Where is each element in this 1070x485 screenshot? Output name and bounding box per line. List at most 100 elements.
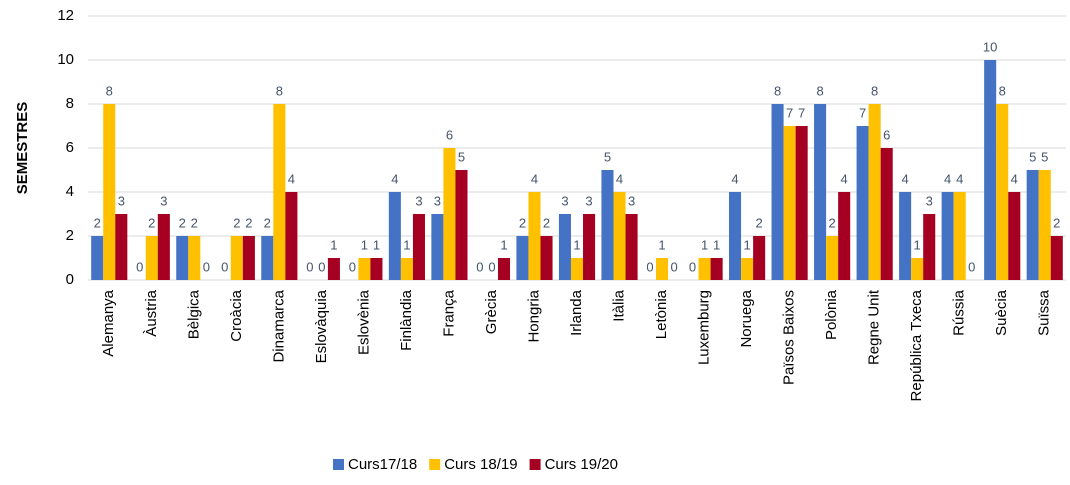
value-label: 1 [658, 237, 665, 252]
x-tick-label: Rússia [951, 289, 968, 336]
bar [911, 258, 924, 280]
value-label: 5 [458, 149, 465, 164]
legend-swatch [333, 459, 344, 470]
bar [729, 192, 742, 280]
value-label: 0 [689, 259, 696, 274]
bar [497, 258, 511, 280]
value-label: 0 [476, 259, 483, 274]
bar [528, 192, 541, 280]
y-tick-label: 8 [66, 95, 74, 112]
bar [868, 104, 881, 280]
value-label: 8 [276, 83, 283, 98]
bar [698, 258, 711, 280]
value-label: 1 [330, 237, 337, 252]
value-label: 3 [118, 193, 125, 208]
x-tick-label: Irlanda [568, 289, 585, 336]
value-label: 2 [245, 215, 252, 230]
x-tick-label: República Txeca [908, 289, 925, 401]
value-label: 3 [160, 193, 167, 208]
x-tick-label: Àustria [143, 289, 160, 336]
value-label: 1 [713, 237, 720, 252]
bar [984, 60, 997, 280]
x-tick-label: Països Baixos [781, 290, 798, 385]
value-label: 10 [983, 39, 997, 54]
bar [230, 236, 243, 280]
bar [1008, 192, 1021, 280]
x-tick-label: Polònia [823, 289, 840, 340]
bar [771, 104, 784, 280]
value-label: 0 [203, 259, 210, 274]
legend-swatch [429, 459, 441, 470]
x-tick-label: Noruega [738, 289, 755, 347]
value-label: 2 [543, 215, 550, 230]
value-label: 0 [646, 259, 653, 274]
legend-label: Curs17/18 [348, 456, 417, 473]
value-label: 0 [488, 259, 495, 274]
x-tick-label: Croàcia [228, 289, 245, 341]
bar [327, 258, 340, 280]
bar [558, 214, 571, 280]
bar [613, 192, 626, 280]
value-label: 2 [756, 215, 763, 230]
bar [412, 214, 425, 280]
bar [601, 170, 614, 280]
value-label: 1 [500, 237, 507, 252]
value-label: 1 [701, 237, 708, 252]
bar [741, 258, 754, 280]
bar [388, 192, 401, 280]
value-label: 4 [288, 171, 295, 186]
x-tick-label: Luxemburg [696, 290, 713, 365]
bar [188, 236, 201, 280]
bar [838, 192, 851, 280]
value-label: 6 [446, 127, 453, 142]
bar [1038, 170, 1051, 280]
bar [358, 258, 371, 280]
value-label: 1 [573, 237, 580, 252]
x-tick-label: Dinamarca [270, 289, 287, 362]
x-tick-label: França [440, 289, 457, 336]
value-label: 0 [306, 259, 313, 274]
y-tick-label: 2 [66, 227, 74, 244]
value-label: 2 [519, 215, 526, 230]
x-tick-label: Grècia [483, 289, 500, 334]
legend-swatch [529, 459, 541, 470]
value-label: 5 [604, 149, 611, 164]
x-tick-label: Bèlgica [185, 289, 202, 339]
bar [455, 170, 468, 280]
y-tick-label: 6 [66, 139, 74, 156]
bar [923, 214, 936, 280]
bar [285, 192, 298, 280]
x-tick-label: Hongria [525, 289, 542, 342]
bar [443, 148, 456, 280]
value-label: 5 [1041, 149, 1048, 164]
value-label: 4 [531, 171, 538, 186]
value-label: 0 [349, 259, 356, 274]
value-label: 4 [902, 171, 909, 186]
bar [91, 236, 104, 280]
x-tick-label: Eslovàquia [313, 289, 330, 363]
y-axis-label: SEMESTRES [14, 102, 31, 195]
y-tick-label: 10 [57, 51, 74, 68]
value-label: 2 [233, 215, 240, 230]
value-label: 2 [191, 215, 198, 230]
value-label: 8 [999, 83, 1006, 98]
value-label: 2 [94, 215, 101, 230]
x-tick-label: Finlàndia [398, 289, 415, 351]
bar [540, 236, 553, 280]
bar [753, 236, 766, 280]
x-tick-label: Suècia [993, 289, 1010, 336]
bar [145, 236, 158, 280]
bar [996, 104, 1009, 280]
bar [710, 258, 723, 280]
value-label: 7 [798, 105, 805, 120]
bar [242, 236, 255, 280]
y-tick-label: 12 [57, 7, 74, 24]
value-label: 3 [628, 193, 635, 208]
value-label: 4 [391, 171, 398, 186]
value-label: 2 [829, 215, 836, 230]
bar [176, 236, 189, 280]
value-label: 4 [616, 171, 623, 186]
value-label: 2 [148, 215, 155, 230]
value-label: 4 [841, 171, 848, 186]
value-label: 6 [883, 127, 890, 142]
